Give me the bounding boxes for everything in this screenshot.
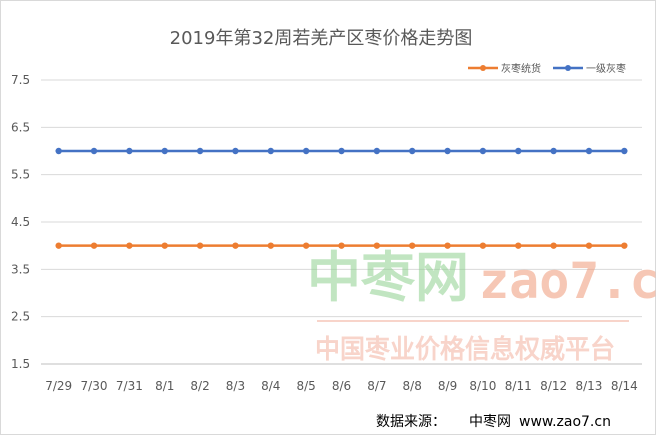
data-point-series-2 — [444, 147, 451, 155]
data-point-series-1 — [515, 242, 522, 249]
x-tick-label: 7/30 — [81, 379, 108, 393]
x-tick-label: 8/2 — [190, 379, 209, 393]
legend-marker-series-1 — [480, 65, 486, 71]
data-point-series-2 — [373, 147, 381, 155]
y-tick-label: 1.5 — [11, 357, 30, 371]
data-point-series-1 — [302, 242, 310, 249]
x-tick-label: 8/7 — [367, 379, 386, 393]
data-point-series-1 — [338, 242, 345, 249]
data-point-series-1 — [444, 242, 451, 249]
data-point-series-2 — [479, 147, 487, 155]
data-point-series-1 — [550, 242, 557, 249]
data-point-series-1 — [90, 242, 98, 249]
data-point-series-2 — [126, 147, 133, 155]
source-name: 中枣网 — [469, 414, 511, 430]
data-point-series-2 — [550, 147, 557, 155]
data-point-series-2 — [585, 147, 593, 155]
data-point-series-1 — [621, 242, 628, 249]
legend-label-series-2: 一级灰枣 — [586, 62, 626, 75]
data-point-series-2 — [161, 147, 168, 155]
data-point-series-2 — [55, 147, 62, 155]
data-point-series-2 — [267, 147, 274, 155]
x-tick-label: 7/29 — [45, 379, 72, 393]
data-point-series-2 — [90, 147, 98, 155]
data-point-series-1 — [232, 242, 239, 249]
x-tick-label: 7/31 — [116, 379, 143, 393]
x-tick-label: 8/8 — [403, 379, 422, 393]
x-tick-label: 8/13 — [575, 379, 602, 393]
x-tick-label: 8/12 — [540, 379, 567, 393]
y-tick-label: 5.5 — [11, 168, 30, 182]
y-tick-label: 6.5 — [11, 120, 30, 134]
data-point-series-2 — [302, 147, 310, 155]
x-tick-label: 8/6 — [332, 379, 351, 393]
legend: 灰枣统货 一级灰枣 — [468, 62, 626, 75]
data-point-series-2 — [515, 147, 522, 155]
x-tick-label: 8/3 — [226, 379, 245, 393]
y-axis-ticks: 7.5 6.5 5.5 4.5 3.5 2.5 1.5 — [11, 73, 30, 371]
data-point-series-2 — [196, 147, 204, 155]
y-tick-label: 7.5 — [11, 73, 30, 87]
y-tick-label: 2.5 — [11, 310, 30, 324]
data-point-series-1 — [196, 242, 204, 249]
x-tick-label: 8/11 — [505, 379, 532, 393]
source-note: 数据来源： 中枣网 www.zao7.cn — [376, 414, 611, 430]
data-point-series-1 — [161, 242, 168, 249]
data-point-series-2 — [409, 147, 416, 155]
data-point-series-1 — [479, 242, 487, 249]
data-point-series-1 — [55, 242, 62, 249]
watermark: 中枣网 zao7.cn 中国枣业价格信息权威平台 — [307, 246, 656, 365]
data-point-series-1 — [126, 242, 133, 249]
x-tick-label: 8/9 — [438, 379, 457, 393]
y-tick-label: 4.5 — [11, 215, 30, 229]
x-tick-label: 8/5 — [296, 379, 315, 393]
data-point-series-2 — [338, 147, 345, 155]
watermark-url: zao7.cn — [479, 252, 656, 310]
x-tick-label: 8/10 — [469, 379, 496, 393]
chart-title: 2019年第32周若羌产区枣价格走势图 — [170, 28, 473, 49]
x-tick-label: 8/14 — [611, 379, 638, 393]
source-url: www.zao7.cn — [519, 414, 611, 430]
legend-label-series-1: 灰枣统货 — [501, 62, 541, 75]
source-label: 数据来源： — [376, 414, 446, 430]
data-point-series-2 — [232, 147, 239, 155]
x-tick-label: 8/1 — [155, 379, 174, 393]
gridlines — [41, 79, 642, 365]
watermark-slogan: 中国枣业价格信息权威平台 — [315, 334, 615, 365]
data-point-series-2 — [621, 147, 628, 155]
data-point-series-1 — [409, 242, 416, 249]
x-axis-ticks: 7/29 7/30 7/31 8/1 8/2 8/3 8/4 8/5 8/6 8/7 8/8 8/9 8… — [45, 379, 638, 393]
legend-marker-series-2 — [565, 65, 571, 71]
x-tick-label: 8/4 — [261, 379, 280, 393]
series — [55, 147, 628, 249]
y-tick-label: 3.5 — [11, 262, 30, 276]
data-point-series-1 — [373, 242, 381, 249]
data-point-series-1 — [267, 242, 274, 249]
data-point-series-1 — [585, 242, 593, 249]
watermark-brand: 中枣网 — [307, 246, 469, 309]
